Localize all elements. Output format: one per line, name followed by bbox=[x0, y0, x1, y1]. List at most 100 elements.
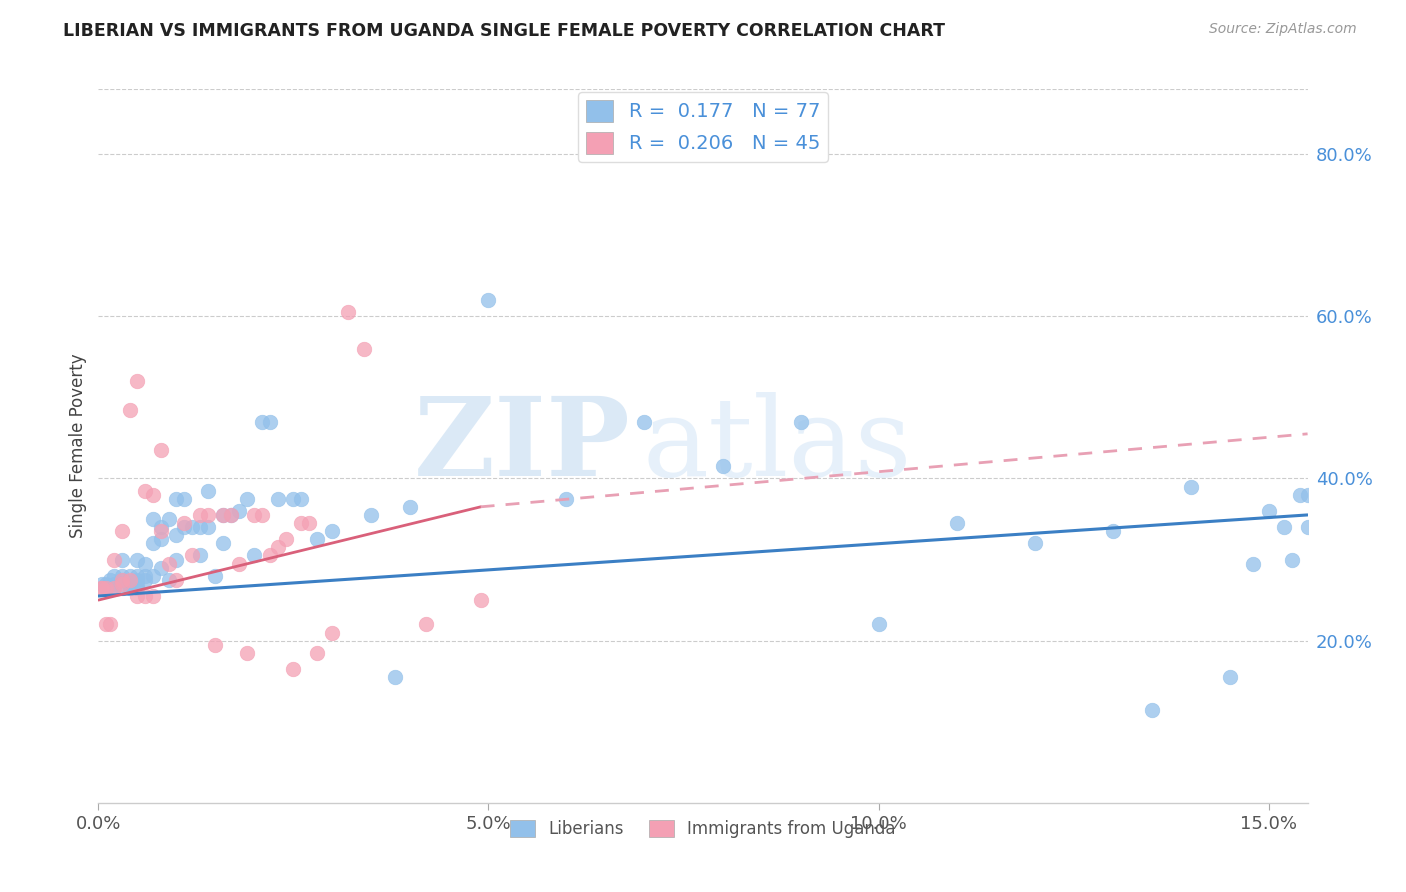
Point bbox=[181, 520, 204, 534]
Point bbox=[353, 342, 375, 356]
Point bbox=[470, 593, 492, 607]
Point bbox=[127, 581, 149, 595]
Point bbox=[103, 568, 125, 582]
Point bbox=[290, 516, 312, 530]
Point bbox=[384, 670, 406, 684]
Point bbox=[219, 508, 242, 522]
Point bbox=[252, 415, 274, 429]
Point bbox=[1024, 536, 1046, 550]
Point bbox=[157, 573, 180, 587]
Point bbox=[165, 573, 187, 587]
Point bbox=[1296, 488, 1319, 502]
Text: LIBERIAN VS IMMIGRANTS FROM UGANDA SINGLE FEMALE POVERTY CORRELATION CHART: LIBERIAN VS IMMIGRANTS FROM UGANDA SINGL… bbox=[63, 22, 945, 40]
Point bbox=[1219, 670, 1241, 684]
Point bbox=[127, 568, 149, 582]
Point bbox=[243, 508, 266, 522]
Y-axis label: Single Female Poverty: Single Female Poverty bbox=[69, 354, 87, 538]
Point bbox=[118, 577, 141, 591]
Point bbox=[103, 577, 125, 591]
Point bbox=[111, 573, 134, 587]
Text: ZIP: ZIP bbox=[413, 392, 630, 500]
Point bbox=[197, 520, 219, 534]
Point bbox=[111, 552, 134, 566]
Point bbox=[1140, 702, 1163, 716]
Point bbox=[111, 577, 134, 591]
Point bbox=[118, 581, 141, 595]
Point bbox=[149, 560, 172, 574]
Point bbox=[111, 573, 134, 587]
Point bbox=[212, 536, 235, 550]
Point bbox=[1296, 520, 1319, 534]
Point bbox=[1257, 504, 1279, 518]
Point bbox=[1180, 479, 1202, 493]
Point bbox=[157, 512, 180, 526]
Point bbox=[633, 415, 655, 429]
Point bbox=[165, 552, 187, 566]
Point bbox=[283, 662, 305, 676]
Point bbox=[173, 516, 195, 530]
Point bbox=[321, 625, 343, 640]
Point bbox=[98, 617, 121, 632]
Point bbox=[142, 488, 165, 502]
Point bbox=[103, 581, 125, 595]
Point bbox=[219, 508, 242, 522]
Point bbox=[188, 549, 211, 563]
Point bbox=[90, 581, 112, 595]
Point bbox=[868, 617, 890, 632]
Point bbox=[267, 491, 290, 506]
Point bbox=[477, 293, 499, 307]
Point bbox=[252, 508, 274, 522]
Point bbox=[228, 504, 250, 518]
Point bbox=[165, 528, 187, 542]
Point bbox=[149, 533, 172, 547]
Point bbox=[197, 483, 219, 498]
Point bbox=[204, 568, 226, 582]
Point bbox=[96, 581, 118, 595]
Point bbox=[111, 568, 134, 582]
Point bbox=[103, 552, 125, 566]
Point bbox=[360, 508, 382, 522]
Point bbox=[98, 573, 121, 587]
Point bbox=[243, 549, 266, 563]
Point bbox=[142, 536, 165, 550]
Text: Source: ZipAtlas.com: Source: ZipAtlas.com bbox=[1209, 22, 1357, 37]
Point bbox=[142, 512, 165, 526]
Point bbox=[298, 516, 321, 530]
Point bbox=[711, 459, 734, 474]
Point bbox=[1241, 557, 1264, 571]
Point bbox=[134, 589, 156, 603]
Point bbox=[127, 374, 149, 388]
Point bbox=[91, 581, 114, 595]
Point bbox=[235, 646, 257, 660]
Point bbox=[134, 568, 156, 582]
Point bbox=[181, 549, 204, 563]
Point bbox=[118, 573, 141, 587]
Point bbox=[267, 541, 290, 555]
Point bbox=[1281, 552, 1303, 566]
Point bbox=[134, 483, 156, 498]
Point bbox=[96, 577, 118, 591]
Point bbox=[415, 617, 437, 632]
Point bbox=[789, 415, 811, 429]
Point bbox=[228, 557, 250, 571]
Point bbox=[134, 573, 156, 587]
Point bbox=[945, 516, 967, 530]
Point bbox=[127, 573, 149, 587]
Point bbox=[173, 520, 195, 534]
Point bbox=[188, 520, 211, 534]
Point bbox=[142, 589, 165, 603]
Point bbox=[212, 508, 235, 522]
Text: atlas: atlas bbox=[643, 392, 912, 500]
Point bbox=[111, 581, 134, 595]
Point bbox=[1101, 524, 1123, 538]
Point bbox=[337, 305, 360, 319]
Point bbox=[1272, 520, 1295, 534]
Point bbox=[91, 577, 114, 591]
Point bbox=[259, 415, 281, 429]
Point bbox=[149, 520, 172, 534]
Point bbox=[118, 568, 141, 582]
Point bbox=[165, 491, 187, 506]
Point bbox=[555, 491, 578, 506]
Point bbox=[283, 491, 305, 506]
Point bbox=[321, 524, 343, 538]
